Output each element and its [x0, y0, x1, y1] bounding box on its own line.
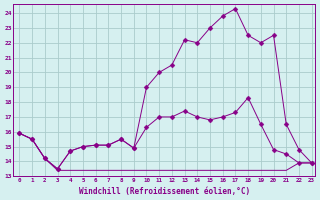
X-axis label: Windchill (Refroidissement éolien,°C): Windchill (Refroidissement éolien,°C)	[79, 187, 250, 196]
